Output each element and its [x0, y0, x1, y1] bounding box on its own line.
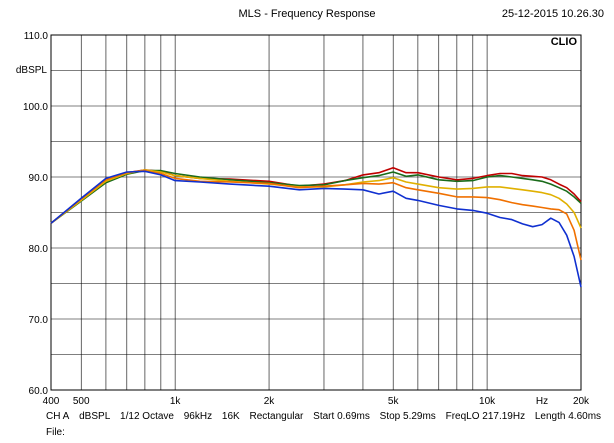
status-start: Start 0.69ms [313, 411, 370, 422]
x-tick-label: 2k [264, 396, 276, 407]
y-tick-label: 100.0 [23, 102, 48, 113]
y-tick-label: 80.0 [29, 244, 49, 255]
series-line [50, 169, 582, 229]
x-tick-label: 1k [170, 396, 182, 407]
series-line [50, 169, 582, 224]
y-tick-label: 70.0 [29, 315, 49, 326]
y-tick-label: 90.0 [29, 173, 49, 184]
status-unit: dBSPL [79, 411, 111, 422]
status-smoothing: 1/12 Octave [120, 411, 174, 422]
plot-frame [50, 34, 582, 391]
chart-title: MLS - Frequency Response [238, 8, 376, 20]
y-axis-label: dBSPL [16, 65, 48, 76]
grid [50, 34, 582, 391]
status-stop: Stop 5.29ms [379, 411, 436, 422]
y-tick-label: 60.0 [29, 386, 49, 397]
status-sample-rate: 96kHz [183, 411, 213, 422]
status-window: Rectangular [249, 411, 304, 422]
y-tick-label: 110.0 [24, 31, 49, 42]
x-tick-label: 400 [43, 396, 60, 407]
brand-logo: CLIO [551, 36, 578, 48]
timestamp: 25-12-2015 10.26.30 [501, 8, 604, 20]
status-size: 16K [221, 411, 240, 422]
x-tick-label: 20k [573, 396, 590, 407]
series-line [50, 170, 582, 288]
x-tick-label: 10k [479, 396, 496, 407]
status-length: Length 4.60ms [534, 411, 602, 422]
series-line [50, 169, 582, 261]
x-tick-label: 5k [388, 396, 400, 407]
series-group [50, 167, 582, 288]
file-label: File: [46, 427, 65, 438]
x-axis-label: Hz [536, 396, 548, 407]
status-channel: CH A [46, 411, 70, 422]
x-tick-label: 500 [73, 396, 90, 407]
status-freq-lo: FreqLO 217.19Hz [445, 411, 526, 422]
status-bar: CH A dBSPL 1/12 Octave 96kHz 16K Rectang… [46, 411, 608, 422]
